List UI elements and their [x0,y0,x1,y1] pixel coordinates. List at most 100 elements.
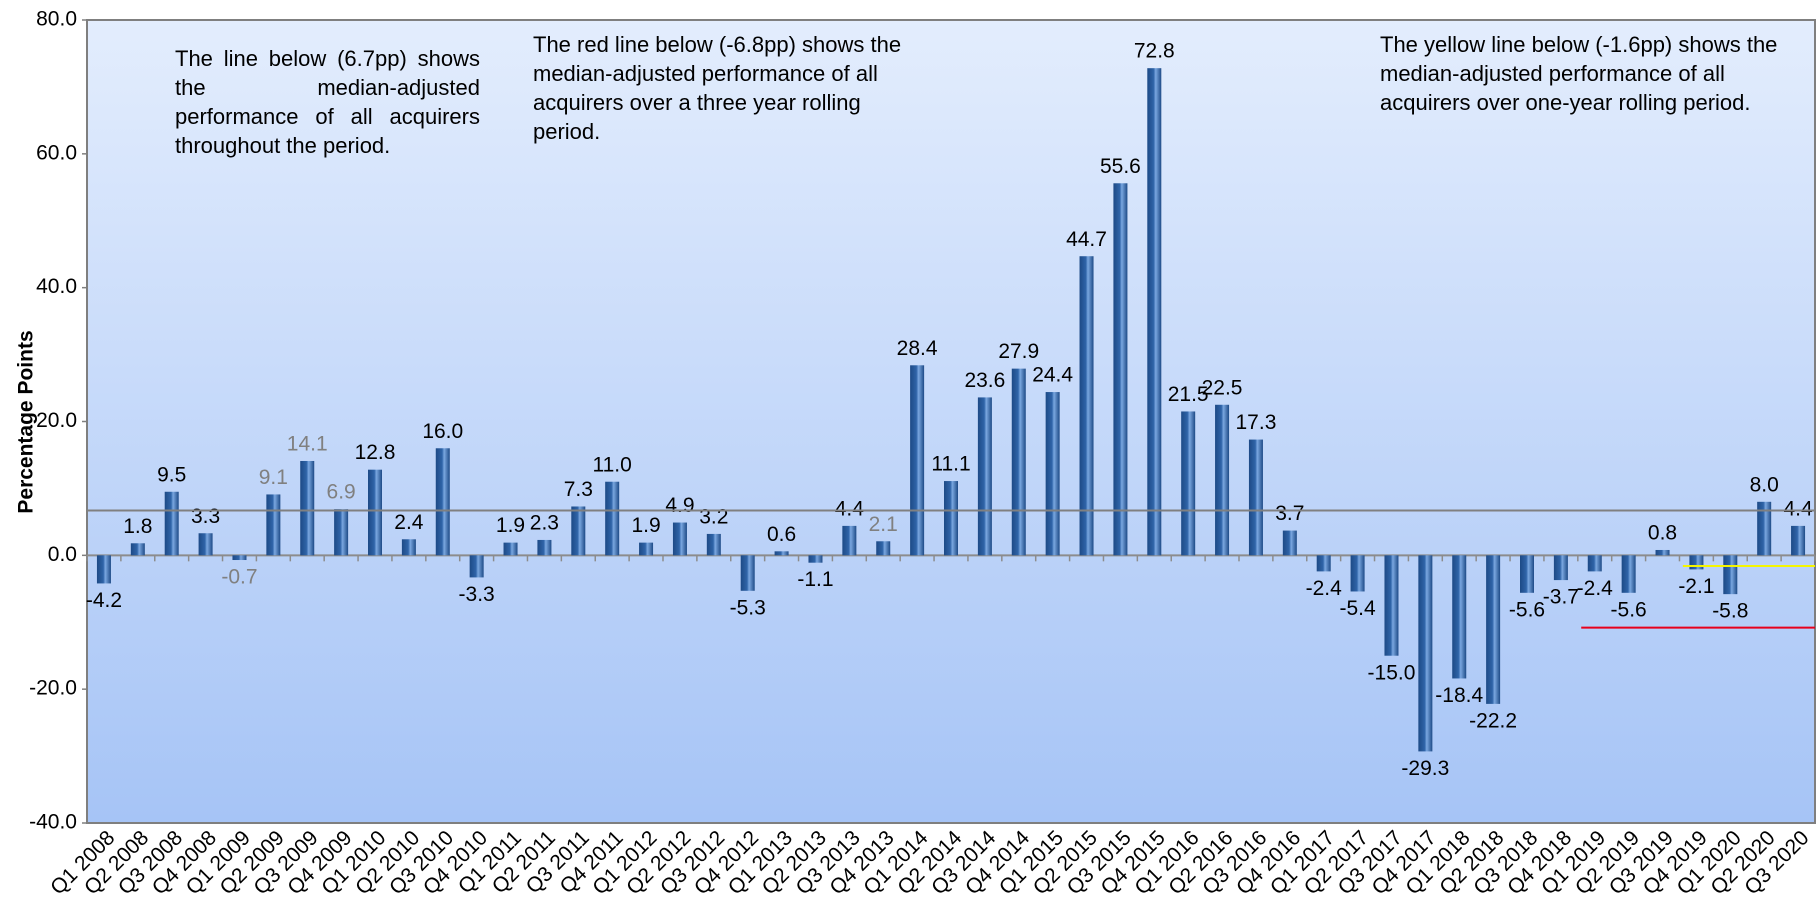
bar [1248,439,1263,556]
data-label: -1.1 [797,568,833,591]
bar [537,539,552,556]
data-label: -22.2 [1469,709,1517,732]
data-label: 28.4 [897,337,938,360]
data-label: -5.6 [1611,598,1647,621]
data-label: 2.4 [394,511,424,534]
y-tick-label: 80.0 [36,8,77,31]
bar [1418,555,1433,752]
data-label: -5.8 [1712,600,1748,623]
data-label: 2.3 [530,511,559,534]
bar [1045,392,1060,556]
data-label: 4.9 [665,494,694,517]
bar [1553,555,1568,581]
bar [1486,555,1501,704]
bar [1689,555,1704,570]
bar [266,494,281,556]
data-label: -3.7 [1543,586,1579,609]
data-label: 21.5 [1168,383,1209,406]
data-label: -29.3 [1401,757,1449,780]
y-axis-label: Percentage Points [15,330,38,513]
data-label: 3.3 [191,505,220,528]
bar [706,533,721,556]
data-label: 4.4 [835,497,865,520]
data-label: -3.3 [459,583,495,606]
data-label: 14.1 [287,433,328,456]
bar [808,555,823,563]
bar [300,460,315,556]
data-label: 1.9 [631,514,660,537]
bar [1147,68,1162,556]
data-label: 1.8 [123,515,152,538]
data-label: -18.4 [1435,684,1483,707]
data-label: -4.2 [86,589,122,612]
bar [1655,549,1670,556]
bar [740,555,755,591]
bar [1757,501,1772,556]
data-label: 1.9 [496,514,525,537]
data-label: 9.5 [157,463,186,486]
data-label: 17.3 [1236,411,1277,434]
data-label: 55.6 [1100,155,1141,178]
bar [1350,555,1365,592]
bar [876,541,891,556]
bar [1384,555,1399,656]
data-label: 11.0 [593,453,632,476]
bar [469,555,484,578]
y-tick-label: -40.0 [29,811,77,834]
bar [1316,555,1331,572]
data-label: 8.0 [1750,473,1779,496]
data-label: 4.4 [1783,497,1813,520]
data-label: -2.4 [1306,577,1343,600]
bar [1215,404,1230,556]
data-label: -15.0 [1368,661,1416,684]
data-label: -0.7 [221,566,257,589]
data-label: 12.8 [355,441,396,464]
bar [1791,525,1806,556]
y-tick-label: -20.0 [29,677,77,700]
bar [910,365,925,556]
data-label: 23.6 [964,369,1005,392]
y-tick-label: 40.0 [36,275,77,298]
data-label: 0.8 [1648,522,1677,545]
data-label: 9.1 [259,466,288,489]
data-label: 2.1 [869,513,898,536]
annotation: The yellow line below (-1.6pp) shows the… [1380,32,1778,115]
data-label: 7.3 [564,478,593,501]
data-label: -5.4 [1339,597,1376,620]
bar [130,543,145,556]
data-label: 3.2 [699,505,728,528]
bar [774,551,789,556]
bar [96,555,111,584]
data-label: 27.9 [998,340,1039,363]
bar [1520,555,1534,593]
bar [977,397,992,556]
bar [1011,368,1026,556]
bar [842,525,857,556]
annotation: The red line below (-6.8pp) shows the me… [533,32,902,144]
data-label: -2.1 [1678,575,1714,598]
bar [368,469,382,556]
data-label: -5.6 [1509,598,1545,621]
bar [639,542,654,556]
bar [1621,555,1636,593]
bar [944,481,958,556]
bar [1587,555,1602,572]
data-label: 3.7 [1275,502,1304,525]
data-label: 44.7 [1066,228,1107,251]
bar [401,539,416,556]
plot-area [86,19,1816,824]
y-tick-label: 60.0 [36,141,77,164]
data-label: 6.9 [327,481,356,504]
data-label: 11.1 [931,453,970,476]
data-label: 24.4 [1032,364,1073,387]
y-tick-label: 0.0 [48,543,77,566]
data-label: -5.3 [730,596,766,619]
data-label: 72.8 [1134,40,1175,63]
bar [503,542,518,556]
bar [605,481,620,556]
bar [232,555,247,561]
y-tick-label: 20.0 [36,409,77,432]
bar [672,522,687,556]
